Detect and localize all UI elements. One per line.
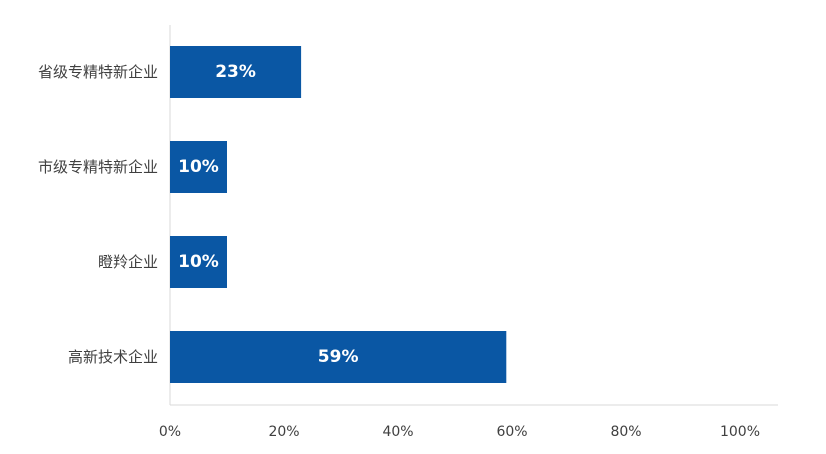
bar — [170, 331, 507, 383]
data-label: 59% — [318, 347, 359, 367]
x-tick-label: 0% — [159, 424, 181, 440]
category-label: 高新技术企业 — [68, 348, 158, 366]
bars-group — [170, 46, 507, 383]
x-tick-labels-group: 0% 20% 40% 60% 80% 100% — [159, 424, 760, 440]
x-tick-label: 40% — [382, 424, 413, 440]
x-tick-label: 60% — [496, 424, 527, 440]
data-label: 10% — [178, 157, 219, 177]
category-label: 市级专精特新企业 — [38, 158, 158, 176]
bar — [170, 141, 227, 193]
data-label: 23% — [215, 62, 256, 82]
data-label: 10% — [178, 252, 219, 272]
x-tick-label: 80% — [610, 424, 641, 440]
category-label: 瞪羚企业 — [98, 253, 158, 271]
bar — [170, 236, 227, 288]
x-tick-label: 20% — [268, 424, 299, 440]
x-tick-label: 100% — [720, 424, 760, 440]
data-labels-group: 23% 10% 10% 59% — [178, 62, 358, 367]
bar — [170, 46, 302, 98]
category-label: 省级专精特新企业 — [38, 63, 158, 81]
